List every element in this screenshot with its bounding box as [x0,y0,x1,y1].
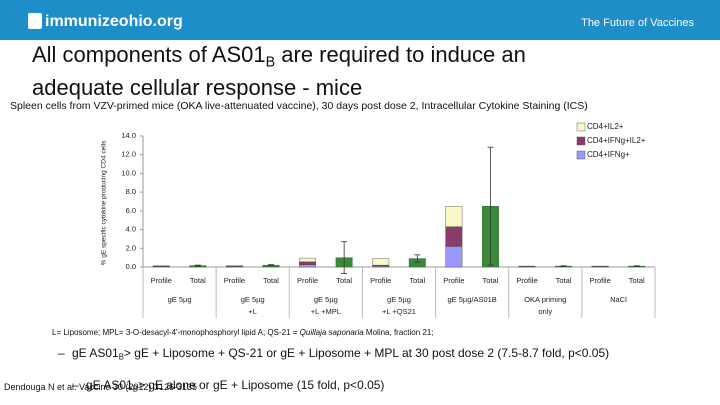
legend-label: CD4+IFNg+IL2+ [587,136,646,145]
x-tick-label: Profile [297,276,318,285]
bar-segment [299,264,317,268]
legend-label: CD4+IL2+ [587,122,624,131]
header-bar [0,0,720,40]
legend-swatch [576,136,586,146]
logo-icon [28,13,42,29]
y-tick-label: 10.0 [121,168,136,177]
footnote: L= Liposome; MPL= 3-O-desacyl-4'-monopho… [52,328,434,337]
bar-segment [445,205,463,227]
group-label: gE 5µg [168,295,192,304]
group-label: OKA priming [524,295,566,304]
group-label: +L +QS21 [382,307,416,316]
bullet: gE AS01B> gE alone or gE + Liposome (15 … [72,378,706,396]
bar-segment [445,246,463,268]
y-tick-label: 6.0 [126,206,136,215]
bar-segment [299,257,317,263]
tagline: The Future of Vaccines [581,17,694,29]
group-label: only [538,307,552,316]
styled-text: B [265,54,276,71]
bar-segment [152,265,170,267]
error-bar [560,265,567,267]
text: gE AS01 [86,378,133,392]
text: gE AS01 [72,346,119,360]
bar-segment [445,226,463,247]
error-bar [487,146,494,266]
x-tick-label: Total [409,276,425,285]
styled-text: B [118,352,124,362]
x-tick-label: Profile [516,276,537,285]
x-tick-label: Total [263,276,279,285]
y-tick-label: 8.0 [126,187,136,196]
x-tick-label: Profile [151,276,172,285]
bar-segment [225,265,243,267]
y-tick-label: 0.0 [126,262,136,271]
x-tick-label: Total [483,276,499,285]
text: > gE alone or gE + Liposome (15 fold, p<… [137,378,385,392]
error-bar [633,265,640,267]
x-tick-label: Total [629,276,645,285]
group-label: gE 5µg [241,295,265,304]
x-tick-label: Total [556,276,572,285]
x-tick-label: Total [336,276,352,285]
y-tick-label: 14.0 [121,131,136,140]
y-axis-label: % gE specific cytokine producing CD4 cel… [101,140,108,265]
group-label: +L +MPL [311,307,341,316]
subtitle: Spleen cells from VZV-primed mice (OKA l… [10,100,588,112]
y-tick-label: 2.0 [126,243,136,252]
error-bar [268,264,274,266]
group-label: gE 5µg/AS01B [447,295,496,304]
legend-label: CD4+IFNg+ [587,150,630,159]
group-label: gE 5µg [387,295,411,304]
bar-segment [299,261,317,265]
group-label: gE 5µg [314,295,338,304]
styled-text: B [132,384,138,394]
x-tick-label: Profile [224,276,245,285]
legend-swatch [576,150,586,160]
styled-text: Quillaja saponaria [299,328,364,337]
citation: Dendouga N et al. Vaccine 30 (2012) 3126… [4,382,197,392]
text: are required to induce an adequate cellu… [32,42,526,101]
error-bar [341,241,348,274]
group-label: NaCl [610,295,627,304]
y-tick-label: 12.0 [121,150,136,159]
text: > gE + Liposome + QS-21 or gE + Liposome… [123,346,610,360]
bar-segment [372,258,390,266]
y-tick-label: 4.0 [126,225,136,234]
group-label: +L [248,307,257,316]
logo: immunizeohio.org [45,13,183,30]
text: Molina, fraction 21; [363,328,434,337]
legend-swatch [576,122,586,132]
x-tick-label: Profile [590,276,611,285]
text: All components of AS01 [32,42,266,67]
error-bar [414,254,421,263]
bullet: gE AS01B> gE + Liposome + QS-21 or gE + … [58,346,692,364]
error-bar [194,264,201,267]
x-tick-label: Profile [443,276,464,285]
x-tick-label: Total [190,276,206,285]
slide-title: All components of AS01B are required to … [32,42,592,101]
text: L= Liposome; MPL= 3-O-desacyl-4'-monopho… [52,328,300,337]
x-tick-label: Profile [370,276,391,285]
